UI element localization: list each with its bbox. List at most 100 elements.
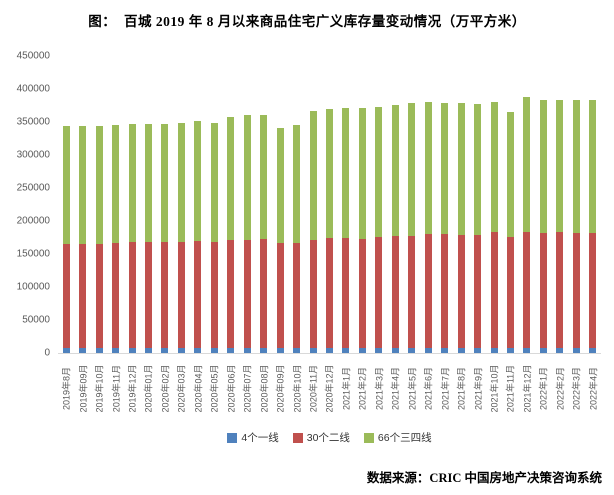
bar-segment-tier2: [490, 232, 498, 348]
bar-segment-tier2: [424, 233, 432, 349]
x-axis-tick-label: 2021年7月: [440, 366, 451, 411]
legend-item-tier1: 4个一线: [227, 430, 279, 445]
bar-segment-tier34: [79, 126, 87, 244]
bar-segment-tier1: [210, 348, 218, 353]
bar-segment-tier1: [309, 348, 317, 353]
bar-segment-tier1: [95, 348, 103, 353]
bar-segment-tier34: [424, 101, 432, 234]
bar-segment-tier2: [128, 242, 136, 349]
bar-segment-tier1: [490, 347, 498, 353]
bar-segment-tier34: [62, 126, 70, 244]
bar-segment-tier2: [79, 243, 87, 349]
bar-segment-tier34: [572, 100, 580, 234]
bar-segment-tier34: [391, 104, 399, 237]
bar-segment-tier34: [161, 124, 169, 243]
x-axis-tick-label: 2021年10月: [489, 364, 500, 413]
x-axis-tick: 2019年12月: [124, 355, 140, 421]
x-axis-tick: 2019年09月: [74, 355, 90, 421]
bar-segment-tier2: [227, 240, 235, 349]
bar-segment-tier34: [260, 114, 268, 240]
x-axis-tick: 2021年8月: [453, 355, 469, 421]
bar-segment-tier1: [227, 348, 235, 353]
x-axis-tick-label: 2022年4月: [588, 366, 599, 411]
x-axis-tick-label: 2021年6月: [423, 366, 434, 411]
y-axis-tick-label: 300000: [16, 149, 50, 161]
stacked-bar: [519, 56, 535, 353]
x-axis-tick: 2021年11月: [502, 355, 518, 421]
plot-area: [58, 56, 601, 354]
bar-segment-tier34: [309, 110, 317, 240]
stacked-bar: [124, 56, 140, 353]
bar-segment-tier2: [144, 242, 152, 349]
x-axis: 2019年8月 2019年09月 2019年10月 2019年11月 2019年12月 2…: [58, 355, 601, 421]
bar-segment-tier2: [358, 239, 366, 349]
bar-segment-tier34: [227, 117, 235, 241]
x-axis-tick-label: 2019年09月: [78, 364, 89, 413]
bar-segment-tier34: [293, 125, 301, 244]
stacked-bar: [585, 56, 601, 353]
bar-segment-tier1: [144, 348, 152, 353]
stacked-bar: [173, 56, 189, 353]
stacked-bar: [469, 56, 485, 353]
stacked-bar: [420, 56, 436, 353]
bar-segment-tier2: [194, 241, 202, 349]
x-axis-tick-label: 2020年10月: [292, 364, 303, 413]
x-axis-tick-label: 2019年10月: [94, 364, 105, 413]
bar-segment-tier34: [539, 99, 547, 233]
x-axis-tick: 2021年12月: [519, 355, 535, 421]
bar-segment-tier34: [210, 123, 218, 243]
bar-segment-tier2: [177, 242, 185, 349]
x-axis-tick: 2020年03月: [173, 355, 189, 421]
x-axis-tick: 2019年11月: [107, 355, 123, 421]
bar-segment-tier1: [112, 348, 120, 353]
bar-segment-tier1: [325, 348, 333, 353]
x-axis-tick: 2020年04月: [190, 355, 206, 421]
x-axis-tick-label: 2019年12月: [127, 364, 138, 413]
bar-segment-tier2: [260, 239, 268, 349]
x-axis-tick-label: 2021年12月: [522, 364, 533, 413]
legend-swatch-tier34: [363, 432, 374, 443]
bar-segment-tier2: [375, 237, 383, 349]
chart-title: 图： 百城 2019 年 8 月以来商品住宅广义库存量变动情况（万平方米）: [88, 14, 526, 29]
x-axis-tick: 2019年10月: [91, 355, 107, 421]
bar-segment-tier1: [342, 348, 350, 353]
legend-label: 66个三四线: [377, 432, 432, 444]
bar-segment-tier1: [408, 348, 416, 353]
stacked-bar: [255, 56, 271, 353]
stacked-bar: [535, 56, 551, 353]
bar-segment-tier2: [293, 243, 301, 349]
bar-segment-tier1: [457, 348, 465, 353]
stacked-bar: [552, 56, 568, 353]
bar-segment-tier1: [523, 347, 531, 353]
stacked-bar: [74, 56, 90, 353]
legend-item-tier34: 66个三四线: [363, 430, 432, 445]
bar-segment-tier1: [194, 348, 202, 353]
bar-segment-tier1: [128, 348, 136, 353]
x-axis-tick-label: 2020年03月: [176, 364, 187, 413]
bar-segment-tier2: [572, 233, 580, 348]
x-axis-tick: 2021年9月: [469, 355, 485, 421]
stacked-bar: [107, 56, 123, 353]
x-axis-tick: 2021年4月: [387, 355, 403, 421]
x-axis-tick-label: 2019年8月: [61, 366, 72, 411]
bar-segment-tier34: [474, 103, 482, 235]
y-axis-tick-label: 50000: [22, 314, 50, 326]
bar-segment-tier2: [210, 242, 218, 349]
stacked-bar: [404, 56, 420, 353]
stacked-bar: [486, 56, 502, 353]
x-axis-tick-label: 2019年11月: [111, 364, 122, 413]
bar-segment-tier2: [408, 235, 416, 349]
bar-segment-tier1: [506, 347, 514, 353]
x-axis-tick: 2020年07月: [239, 355, 255, 421]
x-axis-tick-label: 2020年11月: [308, 364, 319, 413]
bar-segment-tier1: [375, 348, 383, 353]
bar-segment-tier2: [457, 234, 465, 349]
legend-label: 4个一线: [241, 432, 279, 444]
x-axis-tick-label: 2021年3月: [374, 366, 385, 411]
x-axis-tick: 2021年10月: [486, 355, 502, 421]
stacked-bar: [223, 56, 239, 353]
x-axis-tick: 2021年1月: [338, 355, 354, 421]
x-axis-tick: 2022年4月: [585, 355, 601, 421]
x-axis-tick: 2020年12月: [321, 355, 337, 421]
bar-segment-tier2: [391, 236, 399, 349]
